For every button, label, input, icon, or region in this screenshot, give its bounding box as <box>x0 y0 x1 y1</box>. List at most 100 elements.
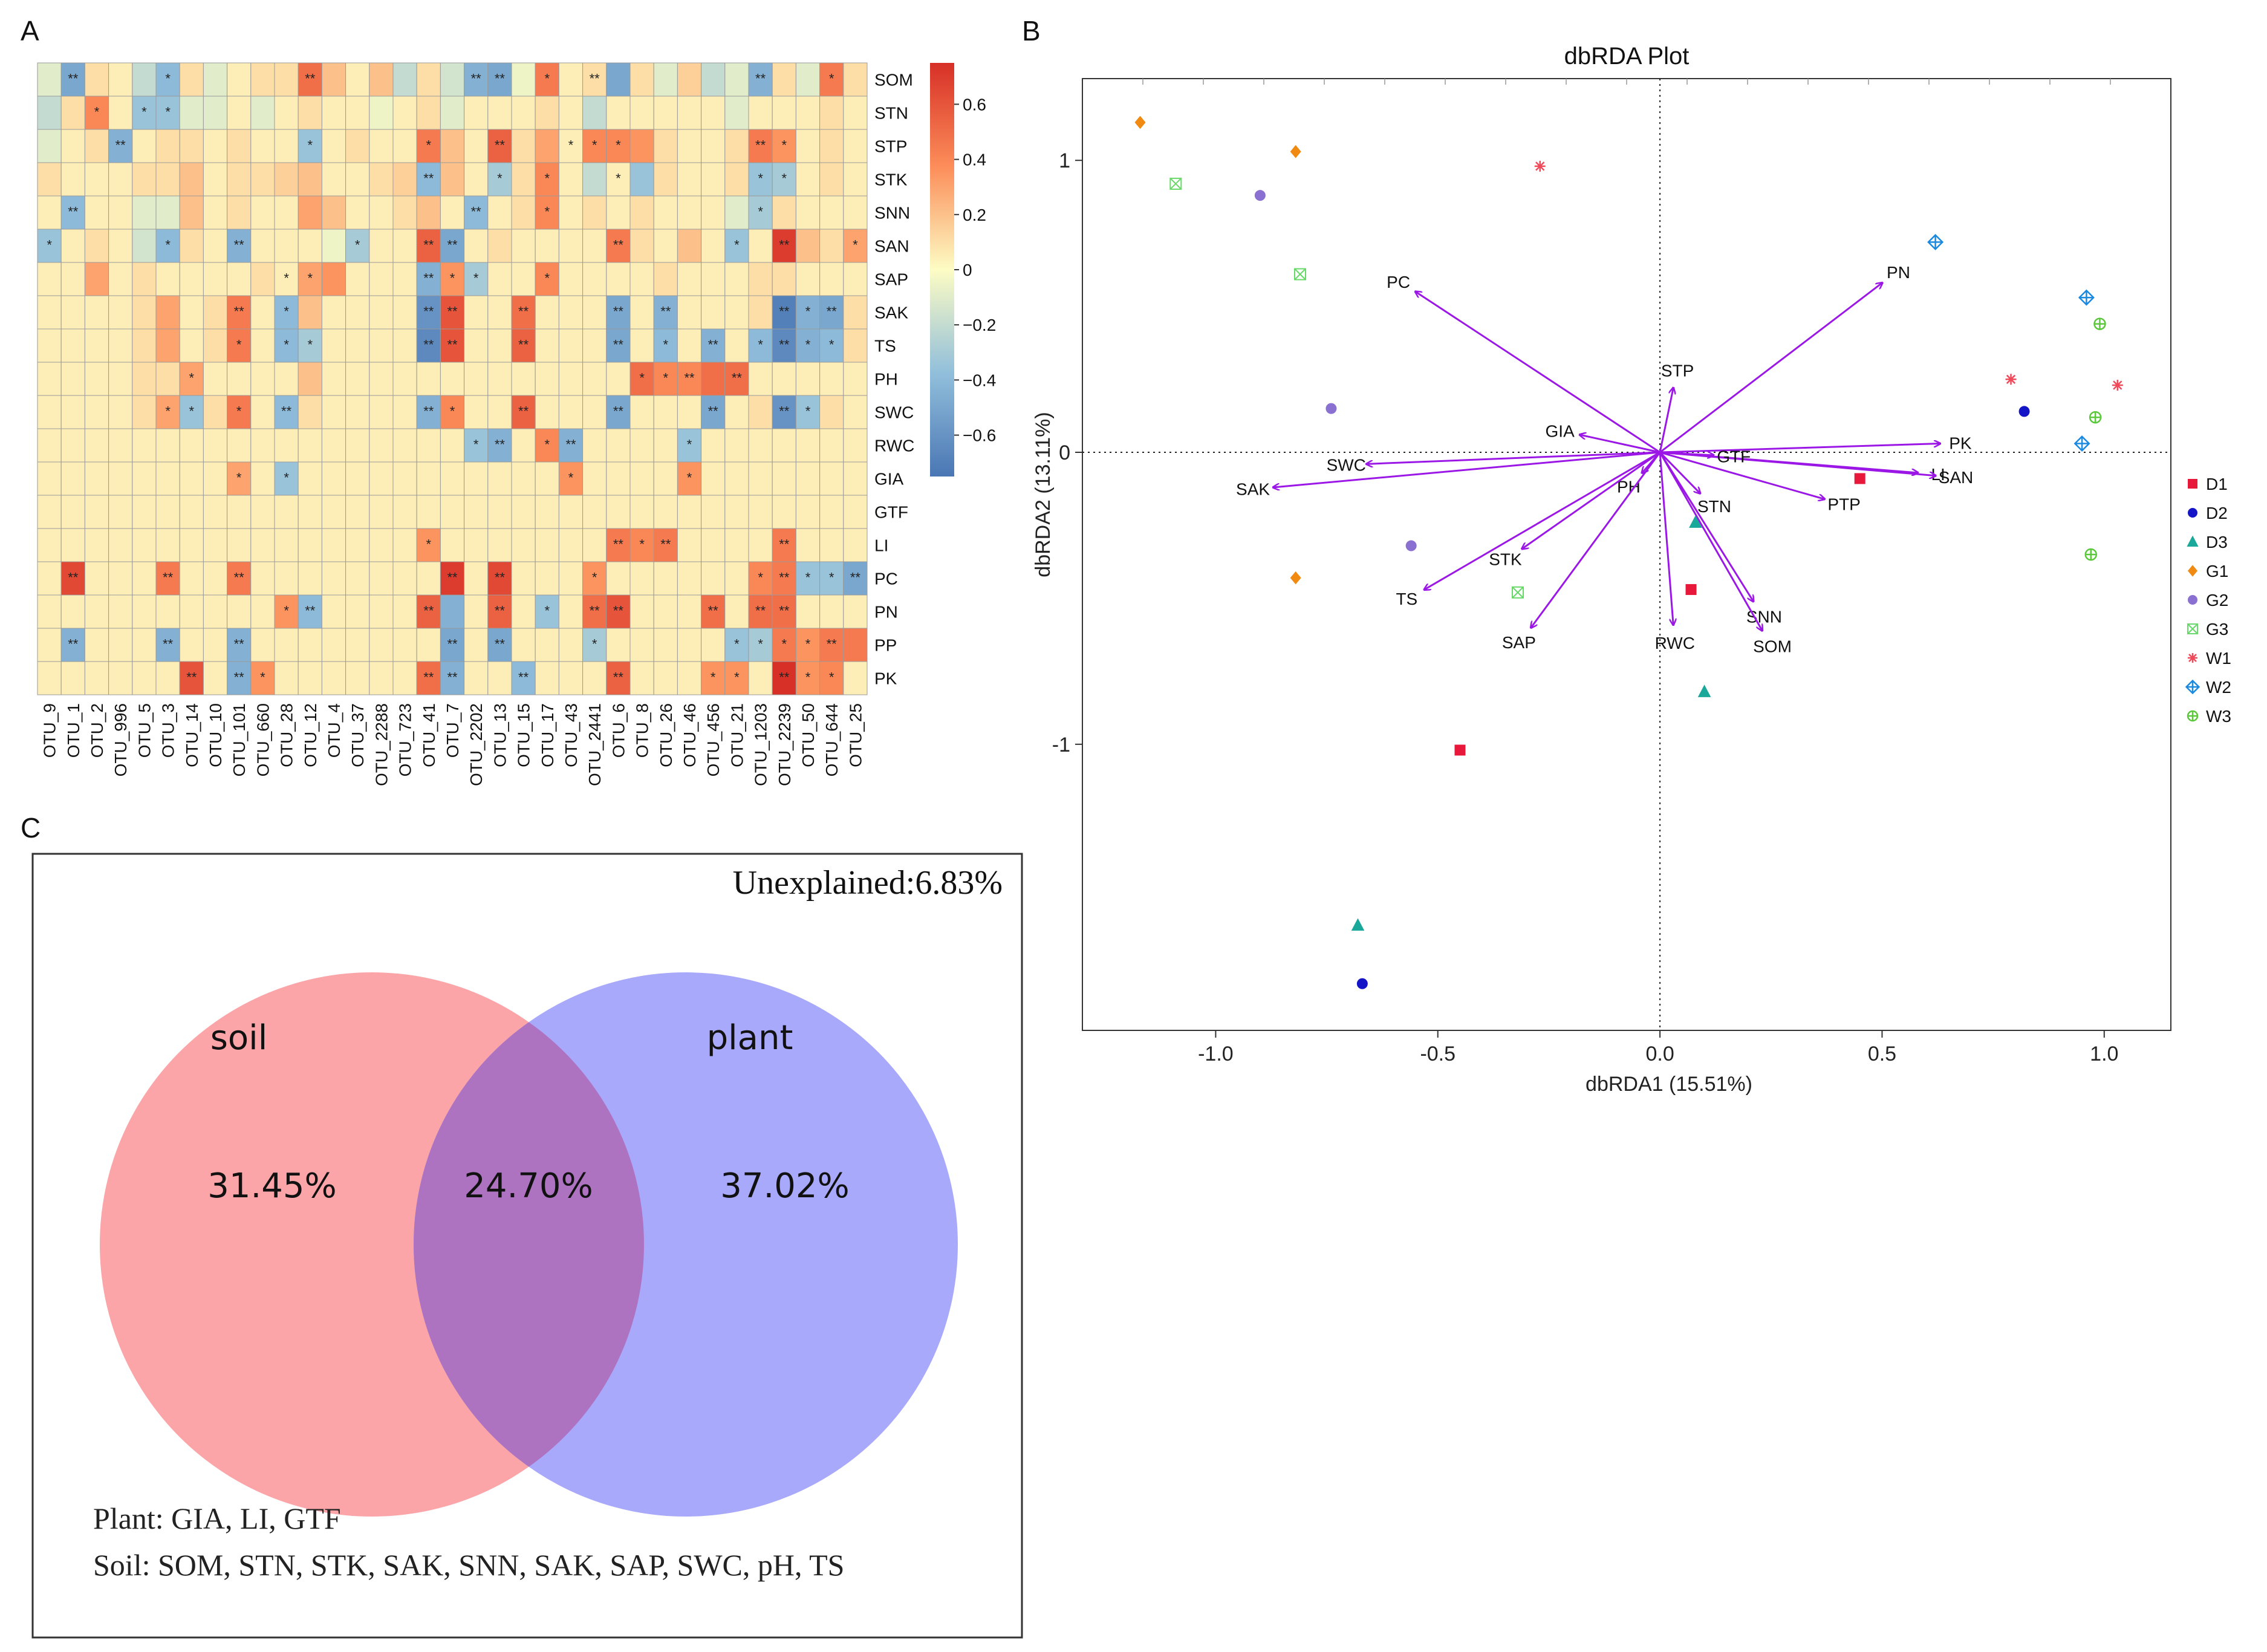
heatmap-cell <box>298 162 322 197</box>
legend-label: G3 <box>2206 620 2228 639</box>
x-tick-label: 0.0 <box>1645 1042 1674 1065</box>
heatmap-cell <box>108 362 133 396</box>
significance-star: ** <box>779 570 790 585</box>
dbrda-x-axis-label: dbRDA1 (15.51%) <box>1586 1073 1752 1096</box>
significance-star: ** <box>708 404 719 419</box>
heatmap-cell <box>132 162 157 197</box>
vector-arrow <box>1522 451 1660 548</box>
heatmap-cell <box>464 229 489 263</box>
heatmap-cell <box>724 96 749 130</box>
heatmap-cell <box>274 461 299 496</box>
significance-star: * <box>284 304 289 319</box>
heatmap-cell <box>606 162 631 197</box>
heatmap-cell <box>819 661 844 695</box>
heatmap-cell <box>132 229 157 263</box>
heatmap-cell <box>298 328 322 363</box>
heatmap-cell <box>606 528 631 562</box>
colorbar-tick-label: 0.6 <box>963 95 986 114</box>
heatmap-cell <box>369 62 394 97</box>
heatmap-row-label: PP <box>874 636 897 655</box>
data-point <box>2084 548 2098 561</box>
heatmap-cell <box>511 129 536 163</box>
data-point <box>1685 584 1697 595</box>
legend-label: W2 <box>2206 678 2231 697</box>
heatmap-cell <box>748 428 773 463</box>
heatmap-cell <box>440 262 465 296</box>
heatmap-cell <box>274 561 299 596</box>
heatmap-cell <box>392 461 417 496</box>
data-point <box>1689 515 1702 528</box>
heatmap-cell <box>369 295 394 330</box>
heatmap-cell <box>37 262 62 296</box>
significance-star: ** <box>234 670 245 685</box>
heatmap-cell <box>60 328 85 363</box>
heatmap-cell <box>535 628 559 662</box>
vector-label: PK <box>1949 434 1972 453</box>
significance-star: * <box>545 437 550 452</box>
heatmap-cell <box>748 362 773 396</box>
heatmap-cell <box>487 661 512 695</box>
heatmap-cell <box>440 428 465 463</box>
significance-star: * <box>663 371 669 386</box>
y-tick-label: 1 <box>1059 149 1070 172</box>
heatmap-cell <box>108 628 133 662</box>
heatmap-cell <box>606 262 631 296</box>
heatmap-cell <box>772 96 796 130</box>
heatmap-cell <box>37 129 62 163</box>
data-point <box>2187 710 2199 722</box>
data-point <box>1405 540 1417 551</box>
heatmap-column-label: OTU_25 <box>846 703 865 767</box>
heatmap-cell <box>440 594 465 629</box>
heatmap-cell <box>701 328 726 363</box>
heatmap-cell <box>843 461 868 496</box>
heatmap-cell <box>629 528 654 562</box>
data-point <box>1512 586 1524 599</box>
heatmap-cell <box>37 62 62 97</box>
dbrda-zero-lines <box>1082 79 2171 1030</box>
heatmap-cell <box>677 262 702 296</box>
heatmap-cell <box>60 295 85 330</box>
significance-star: * <box>545 271 550 286</box>
heatmap-cell <box>772 628 796 662</box>
heatmap-cell <box>629 62 654 97</box>
heatmap-cell <box>84 262 109 296</box>
heatmap-cell <box>772 461 796 496</box>
heatmap-cell <box>629 362 654 396</box>
heatmap-cell <box>724 561 749 596</box>
heatmap-cell <box>795 461 821 496</box>
heatmap-cell <box>37 461 62 496</box>
heatmap-cell <box>748 162 773 197</box>
heatmap-cell <box>155 362 180 396</box>
heatmap-column-label: OTU_101 <box>230 703 249 776</box>
heatmap-cell <box>677 229 702 263</box>
heatmap-cell <box>558 62 584 97</box>
heatmap-cell <box>84 362 109 396</box>
heatmap-cell <box>629 495 654 529</box>
heatmap-cell <box>795 594 821 629</box>
heatmap-cell <box>203 229 228 263</box>
heatmap-cell <box>819 461 844 496</box>
significance-star: * <box>805 304 811 319</box>
significance-star: ** <box>68 570 79 585</box>
heatmap-cell <box>606 461 631 496</box>
heatmap-cell <box>511 96 536 130</box>
heatmap-cell <box>321 561 346 596</box>
heatmap-cell <box>582 62 607 97</box>
heatmap-column-label: OTU_996 <box>111 703 130 776</box>
significance-star: * <box>308 138 313 153</box>
heatmap-cell <box>511 495 536 529</box>
heatmap-cell <box>155 528 180 562</box>
significance-star: * <box>711 670 716 685</box>
heatmap-cell <box>250 628 275 662</box>
heatmap-column-label: OTU_2239 <box>775 703 794 786</box>
heatmap-cell <box>582 328 607 363</box>
data-point <box>2073 435 2090 452</box>
heatmap-cell <box>606 362 631 396</box>
heatmap-cell <box>250 229 275 263</box>
heatmap-cell <box>724 528 749 562</box>
heatmap-cell <box>298 229 322 263</box>
heatmap-column-label: OTU_1 <box>64 703 83 758</box>
heatmap-cell <box>464 162 489 197</box>
heatmap-cell <box>274 661 299 695</box>
